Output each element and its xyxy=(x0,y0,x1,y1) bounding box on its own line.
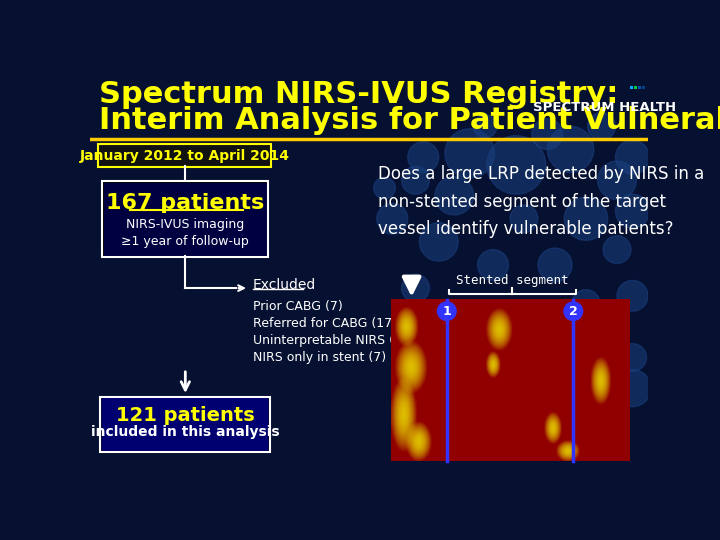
Circle shape xyxy=(461,372,495,405)
Circle shape xyxy=(603,236,631,264)
Circle shape xyxy=(605,407,629,431)
Circle shape xyxy=(402,166,429,194)
Circle shape xyxy=(435,177,474,215)
FancyBboxPatch shape xyxy=(100,397,270,452)
Circle shape xyxy=(495,343,523,372)
Text: 167 patients: 167 patients xyxy=(107,193,264,213)
Circle shape xyxy=(510,397,538,425)
Text: Interim Analysis for Patient Vulnerability: Interim Analysis for Patient Vulnerabili… xyxy=(99,106,720,135)
Circle shape xyxy=(474,115,497,138)
Text: 1: 1 xyxy=(442,305,451,318)
Circle shape xyxy=(572,289,600,318)
Circle shape xyxy=(445,318,479,351)
Circle shape xyxy=(555,381,586,411)
Text: 121 patients: 121 patients xyxy=(116,406,255,424)
Circle shape xyxy=(445,129,495,178)
Circle shape xyxy=(487,136,546,194)
Text: 2: 2 xyxy=(569,305,577,318)
Circle shape xyxy=(528,307,551,330)
Circle shape xyxy=(598,161,636,200)
Circle shape xyxy=(477,249,508,280)
FancyBboxPatch shape xyxy=(634,86,637,90)
Text: SPECTRUM HEALTH: SPECTRUM HEALTH xyxy=(534,100,676,113)
Circle shape xyxy=(616,140,649,174)
FancyBboxPatch shape xyxy=(630,86,634,90)
FancyBboxPatch shape xyxy=(104,183,266,256)
Circle shape xyxy=(585,318,618,351)
Circle shape xyxy=(547,357,578,388)
FancyBboxPatch shape xyxy=(642,86,645,90)
Text: NIRS only in stent (7): NIRS only in stent (7) xyxy=(253,351,386,364)
Circle shape xyxy=(547,126,594,173)
Circle shape xyxy=(510,205,538,233)
Circle shape xyxy=(419,222,458,261)
Text: ≥1 year of follow-up: ≥1 year of follow-up xyxy=(122,235,249,248)
Circle shape xyxy=(618,343,647,372)
Text: Excluded: Excluded xyxy=(253,278,316,292)
Text: January 2012 to April 2014: January 2012 to April 2014 xyxy=(79,148,289,163)
Text: Referred for CABG (17): Referred for CABG (17) xyxy=(253,317,397,330)
Circle shape xyxy=(614,370,651,407)
FancyBboxPatch shape xyxy=(638,86,641,90)
FancyBboxPatch shape xyxy=(102,181,269,257)
Circle shape xyxy=(538,248,572,282)
Circle shape xyxy=(617,280,648,311)
Text: Spectrum NIRS-IVUS Registry:: Spectrum NIRS-IVUS Registry: xyxy=(99,79,618,109)
Circle shape xyxy=(564,302,582,320)
Text: included in this analysis: included in this analysis xyxy=(91,425,279,439)
Circle shape xyxy=(438,302,456,320)
Text: Does a large LRP detected by NIRS in a
non-stented segment of the target
vessel : Does a large LRP detected by NIRS in a n… xyxy=(378,165,705,239)
Circle shape xyxy=(402,274,429,302)
Circle shape xyxy=(532,119,563,150)
Circle shape xyxy=(408,142,438,173)
Text: Prior CABG (7): Prior CABG (7) xyxy=(253,300,343,313)
Circle shape xyxy=(588,112,616,140)
FancyBboxPatch shape xyxy=(98,144,271,167)
Text: Stented segment: Stented segment xyxy=(456,274,569,287)
Circle shape xyxy=(374,177,395,199)
Text: Uninterpretable NIRS (15): Uninterpretable NIRS (15) xyxy=(253,334,415,347)
Text: NIRS-IVUS imaging: NIRS-IVUS imaging xyxy=(126,219,245,232)
FancyBboxPatch shape xyxy=(102,398,269,450)
Circle shape xyxy=(564,197,608,240)
Circle shape xyxy=(616,194,649,228)
Circle shape xyxy=(377,204,408,234)
Circle shape xyxy=(425,405,453,433)
